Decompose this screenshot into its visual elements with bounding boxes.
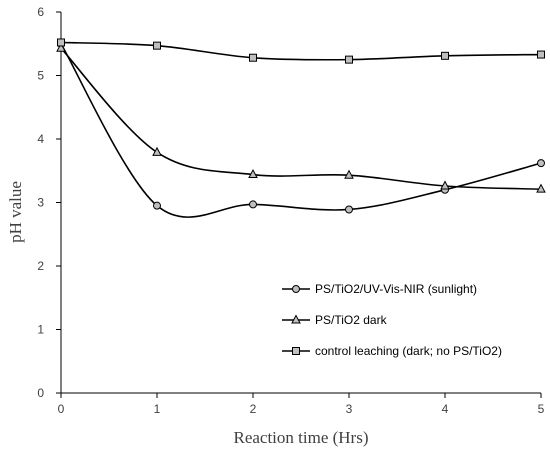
legend-label: control leaching (dark; no PS/TiO2)	[315, 344, 502, 358]
plot-area	[60, 12, 541, 394]
x-tick-label: 3	[346, 402, 353, 416]
y-tick-label: 5	[37, 69, 44, 83]
triangle-marker	[440, 180, 450, 190]
square-marker	[153, 41, 161, 50]
square-marker	[441, 51, 449, 60]
square-marker	[537, 50, 545, 59]
square-marker	[57, 38, 65, 47]
triangle-marker	[56, 42, 66, 52]
series-square	[57, 38, 545, 64]
square-marker	[249, 53, 257, 62]
series-layer	[56, 38, 546, 218]
legend-item: PS/TiO2/UV-Vis-NIR (sunlight)	[282, 282, 477, 296]
y-tick-label: 6	[37, 5, 44, 19]
y-tick-label: 1	[37, 323, 44, 337]
x-tick-label: 2	[250, 402, 257, 416]
legend: PS/TiO2/UV-Vis-NIR (sunlight) PS/TiO2 dar…	[282, 282, 502, 358]
triangle-marker	[291, 314, 301, 324]
x-tick-label: 5	[538, 402, 545, 416]
triangle-marker	[152, 146, 162, 156]
y-axis-title: pH value	[6, 181, 25, 243]
axis-ticks: 0 1 2 3 4 5 0 1 2 3 4 5 6	[37, 5, 544, 416]
circle-marker	[345, 205, 353, 214]
circle-marker	[537, 159, 545, 168]
series-triangle	[56, 42, 546, 193]
circle-marker	[249, 200, 257, 209]
x-axis-title: Reaction time (Hrs)	[233, 428, 368, 447]
triangle-marker	[344, 169, 354, 179]
legend-label: PS/TiO2 dark	[315, 313, 388, 327]
x-tick-label: 0	[58, 402, 65, 416]
y-tick-label: 4	[37, 132, 44, 146]
y-tick-label: 0	[37, 386, 44, 400]
legend-item: control leaching (dark; no PS/TiO2)	[282, 344, 502, 358]
series-line	[60, 41, 542, 61]
x-tick-label: 1	[154, 402, 161, 416]
x-tick-label: 4	[442, 402, 449, 416]
legend-label: PS/TiO2/UV-Vis-NIR (sunlight)	[315, 282, 477, 296]
y-tick-label: 2	[37, 259, 44, 273]
triangle-marker	[248, 168, 258, 179]
triangle-marker	[536, 183, 546, 193]
circle-marker	[292, 285, 300, 293]
y-tick-label: 3	[37, 196, 44, 210]
square-marker	[345, 55, 353, 64]
legend-item: PS/TiO2 dark	[282, 313, 388, 327]
series-line	[60, 43, 542, 218]
circle-marker	[153, 201, 161, 210]
square-marker	[292, 347, 300, 355]
series-line	[60, 47, 542, 190]
